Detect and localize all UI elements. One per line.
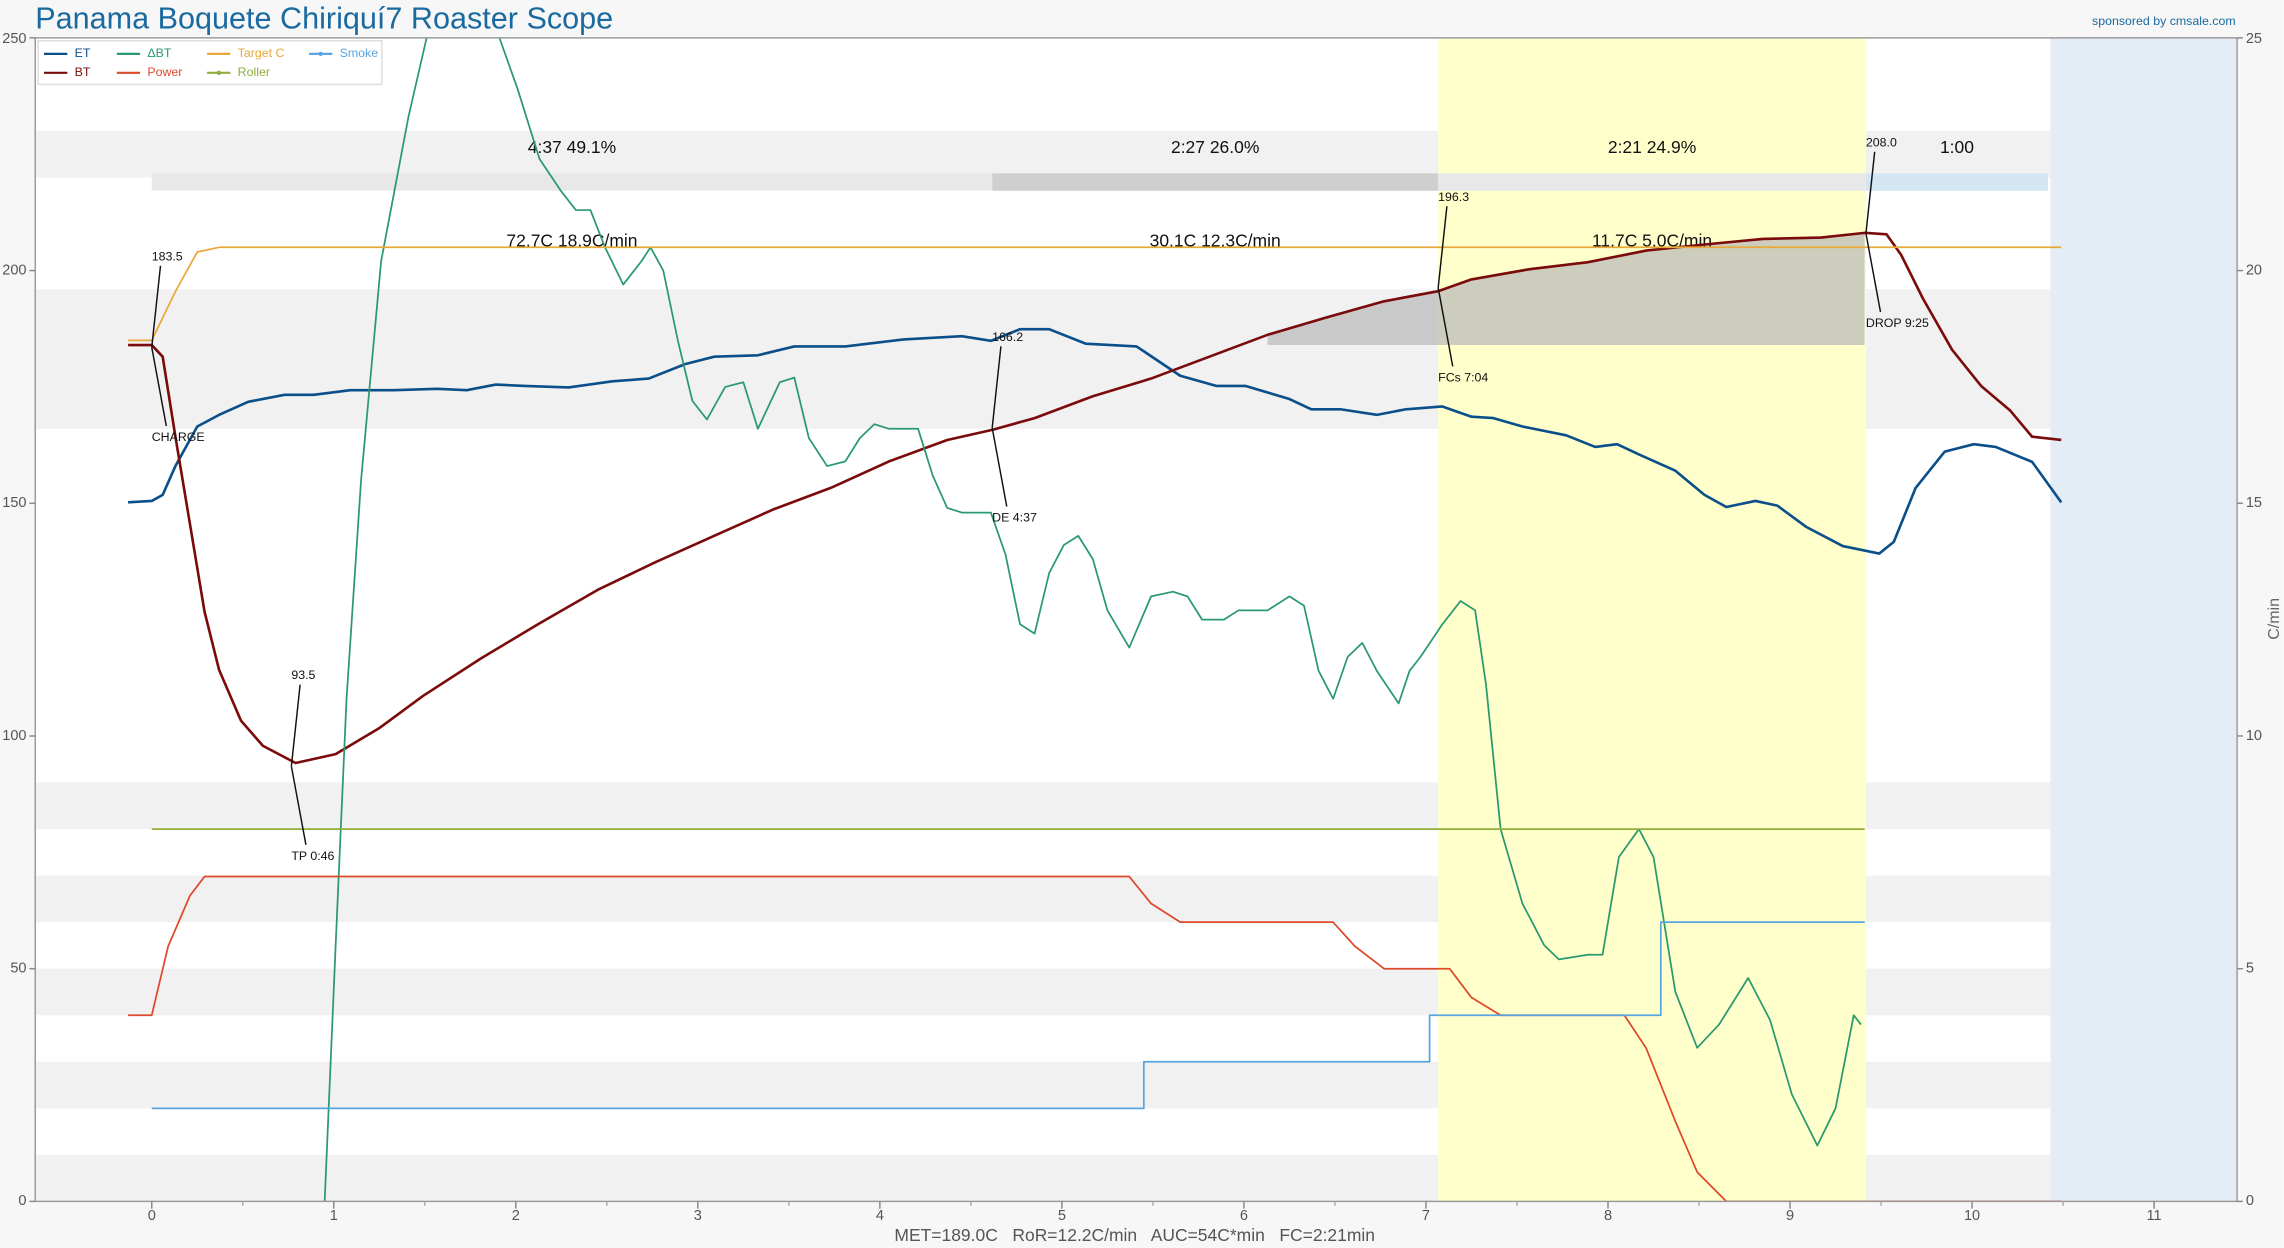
stripe [35, 289, 2238, 429]
y-tick-label: 150 [2, 495, 26, 511]
x-tick-label: 10 [1964, 1208, 1980, 1224]
legend-label: ΔBT [147, 46, 171, 60]
event-name: CHARGE [152, 430, 205, 444]
x-tick-label: 8 [1604, 1208, 1612, 1224]
callout-line [151, 347, 168, 427]
x-tick-label: 2 [512, 1208, 520, 1224]
callout-line [991, 346, 1002, 428]
series-line [128, 875, 2062, 1202]
event-name: FCs 7:04 [1438, 370, 1488, 384]
y-tick-label: 100 [2, 728, 26, 744]
y2-tick-label: 10 [2246, 728, 2262, 744]
series [128, 37, 2063, 1202]
events: 183.5 CHARGE 93.5 TP 0:46 166.2 DE 4:37 196.3 F… [151, 135, 1929, 863]
y-tick-label: 0 [18, 1193, 26, 1209]
callout-line [1865, 233, 1882, 313]
event-name: DE 4:37 [992, 510, 1037, 524]
legend-label: Power [147, 65, 182, 79]
legend-label: Target C [238, 46, 285, 60]
phase-stats: 11.7C 5.0C/min [1592, 230, 1712, 250]
legend-box [37, 40, 383, 86]
series-line [323, 37, 1862, 1202]
stripes [35, 130, 2238, 1202]
y2-tick-label: 25 [2246, 31, 2262, 47]
stripe [35, 875, 2238, 923]
stripe [35, 1154, 2238, 1202]
callout-line [1437, 287, 1454, 367]
event-name: TP 0:46 [291, 849, 334, 863]
event-name: DROP 9:25 [1866, 316, 1929, 330]
phase-stats: 30.1C 12.3C/min [1150, 230, 1281, 250]
axes: 0 1 2 3 4 5 6 7 8 9 10 11 0 50 100 150 200 250 0 5 10 15 20 25 [2, 31, 2262, 1224]
y-tick-label: 200 [2, 262, 26, 278]
shaded-regions [1267, 37, 2238, 1202]
y-tick-label: 250 [2, 31, 26, 47]
legend: ET BT ΔBT Power Target C Roller Smoke [37, 40, 383, 86]
event-value: 93.5 [291, 668, 315, 682]
chart-title: Panama Boquete Chiriquí7 Roaster Scope [35, 1, 613, 35]
event-value: 208.0 [1866, 135, 1897, 149]
phase-bar [1865, 173, 2048, 191]
callout-line [290, 766, 307, 846]
x-tick-label: 11 [2147, 1208, 2162, 1224]
phase-bar [151, 173, 993, 191]
phase-bar [1438, 173, 1866, 191]
shaded-region [1438, 37, 1866, 1202]
auc-area [1267, 232, 1865, 346]
callout-line [151, 265, 162, 348]
stripe [35, 1061, 2238, 1109]
footer-stats: MET=189.0C RoR=12.2C/min AUC=54C*min FC=… [894, 1225, 1375, 1245]
y2-tick-label: 0 [2246, 1193, 2254, 1209]
x-tick-label: 0 [148, 1208, 156, 1224]
stripe [35, 968, 2238, 1016]
x-tick-label: 3 [694, 1208, 702, 1224]
y2-tick-label: 20 [2246, 262, 2262, 278]
legend-label: ET [75, 46, 91, 60]
y2-tick-label: 15 [2246, 495, 2262, 511]
y2-axis-label: C/min [2266, 598, 2283, 640]
y-tick-label: 50 [10, 961, 26, 977]
x-tick-label: 6 [1240, 1208, 1248, 1224]
series-line [128, 327, 2063, 555]
legend-label: BT [75, 65, 91, 79]
event-value: 196.3 [1438, 190, 1469, 204]
event-value: 183.5 [152, 249, 183, 263]
phase-label: 1:00 [1940, 137, 1974, 157]
x-tick-label: 4 [876, 1208, 884, 1224]
series-line [128, 231, 2062, 765]
x-tick-label: 1 [330, 1208, 338, 1224]
x-tick-label: 7 [1422, 1208, 1430, 1224]
series-line [128, 246, 2062, 342]
phase-label: 2:21 24.9% [1608, 137, 1696, 157]
stripe [35, 782, 2238, 830]
phase-bar [992, 173, 1439, 191]
legend-label: Smoke [340, 46, 379, 60]
callout-line [991, 427, 1008, 507]
event-value: 166.2 [992, 330, 1023, 344]
phase-label: 4:37 49.1% [528, 137, 616, 157]
shaded-region [2050, 37, 2238, 1202]
callout-line [290, 684, 301, 767]
callout-line [1437, 206, 1448, 288]
legend-marker [216, 70, 221, 75]
y2-tick-label: 5 [2246, 961, 2254, 977]
x-tick-label: 9 [1786, 1208, 1794, 1224]
sponsor: sponsored by cmsale.com [2092, 14, 2236, 28]
x-tick-label: 5 [1058, 1208, 1066, 1224]
legend-label: Roller [238, 65, 270, 79]
callout-line [1865, 151, 1876, 234]
stripe [35, 130, 2238, 178]
legend-marker [318, 51, 323, 57]
plot-frame [34, 37, 2238, 1203]
series-line [151, 921, 1865, 1110]
plot-area [35, 37, 2238, 1202]
phase-label: 2:27 26.0% [1171, 137, 1259, 157]
